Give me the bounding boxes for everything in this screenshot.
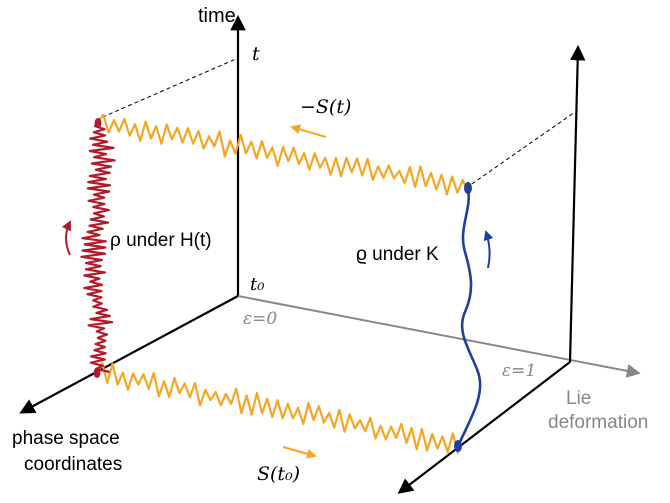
phase-space-axis [19,295,239,414]
epsilon0-label: ε=0 [243,309,277,329]
S-t0-label: S(t₀) [257,463,300,485]
S-t0-direction-arrow [282,446,317,459]
t-label: t [252,43,260,65]
varrho-under-K-label: ϱ under K [356,244,439,265]
rho-under-H-label: ρ under H(t) [110,230,212,251]
dashed-guide-left [95,57,239,121]
rho-under-H-text: ρ under H(t) [110,230,212,251]
rho-endpoint-top [94,118,102,128]
varrho-direction-arrow [483,230,494,269]
rho-endpoint-bottom [93,368,101,378]
phase-space-label-line2: coordinates [24,454,122,475]
epsilon1-label: ε=1 [502,361,536,381]
t0-label: t₀ [250,274,264,295]
rho-direction-arrow [61,220,71,256]
rho-trajectory [80,122,116,374]
time-axis-label: time [198,5,236,27]
phase-space-label-line1: phase space [12,428,120,449]
lie-deformation-label-line1: Lie [566,388,591,409]
bottom-noisy-band [96,361,460,455]
back-time-axis [568,44,586,363]
dashed-guide-right [465,111,576,189]
top-noisy-band [97,113,470,196]
lie-deformation-axis [237,295,641,378]
varrho-endpoint-top [464,182,472,194]
front-phase-axis [397,361,571,494]
varrho-endpoint-bottom [454,440,462,452]
minus-S-t-label: −S(t) [300,96,351,118]
minus-S-direction-arrow [290,124,327,138]
lie-deformation-label-line2: deformation [548,412,648,433]
varrho-under-K-text: ϱ under K [356,244,439,265]
varrho-trajectory [456,187,482,447]
